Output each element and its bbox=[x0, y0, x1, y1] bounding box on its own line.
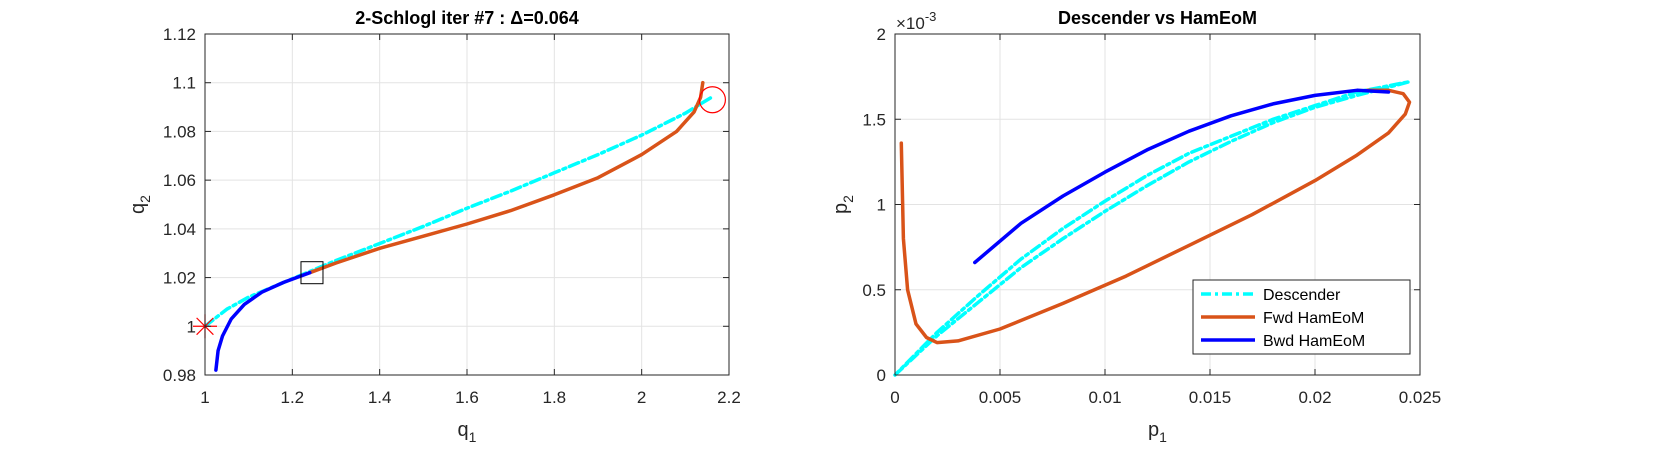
left-y-tick-label: 0.98 bbox=[163, 366, 196, 385]
legend-label: Fwd HamEoM bbox=[1263, 310, 1364, 327]
left-x-tick-label: 1 bbox=[200, 388, 209, 407]
left-series-fwd bbox=[308, 80, 705, 275]
right-series bbox=[893, 79, 1412, 377]
right-y-axis-label: p2 bbox=[830, 195, 856, 214]
right-legend: Descender Fwd HamEoM Bwd HamEoM bbox=[1192, 279, 1411, 355]
right-series-descender bbox=[893, 79, 1412, 377]
right-series-fwd bbox=[899, 88, 1412, 345]
left-x-label-sub: 1 bbox=[469, 429, 477, 445]
right-y-tick-label: 2 bbox=[877, 25, 886, 44]
left-series bbox=[203, 80, 714, 372]
right-exponent-base: ×10 bbox=[896, 14, 925, 33]
left-chart-title: 2-Schlogl iter #7 : Δ=0.064 bbox=[355, 8, 579, 28]
right-chart-title: Descender vs HamEoM bbox=[1058, 8, 1257, 28]
left-x-tick-label: 1.6 bbox=[455, 388, 479, 407]
left-y-tick-label: 1 bbox=[187, 317, 196, 336]
right-x-tick-label: 0.025 bbox=[1399, 388, 1442, 407]
left-x-tick-label: 2 bbox=[637, 388, 646, 407]
left-y-label-main: q bbox=[127, 203, 149, 214]
right-x-axis-label: p1 bbox=[1148, 419, 1167, 445]
end-circle-marker bbox=[698, 86, 727, 114]
right-x-label-main: p bbox=[1148, 419, 1159, 441]
left-y-tick-label: 1.12 bbox=[163, 25, 196, 44]
left-y-tick-label: 1.08 bbox=[163, 122, 196, 141]
left-y-tick-label: 1.06 bbox=[163, 171, 196, 190]
right-x-tick-label: 0.01 bbox=[1088, 388, 1121, 407]
left-y-label-sub: 2 bbox=[137, 195, 153, 203]
left-y-axis-label: q2 bbox=[127, 195, 153, 214]
right-y-tick-label: 1.5 bbox=[862, 110, 886, 129]
left-x-tick-label: 1.4 bbox=[368, 388, 392, 407]
right-y-exponent: ×10-3 bbox=[896, 9, 936, 33]
right-x-tick-label: 0.015 bbox=[1189, 388, 1232, 407]
right-x-tick-label: 0.005 bbox=[979, 388, 1022, 407]
left-series-bwd bbox=[214, 270, 312, 372]
left-x-tick-label: 1.2 bbox=[281, 388, 305, 407]
left-x-tick-label: 2.2 bbox=[717, 388, 741, 407]
right-y-label-sub: 2 bbox=[840, 195, 856, 203]
right-series-bwd bbox=[973, 88, 1391, 265]
right-x-tick-label: 0.02 bbox=[1298, 388, 1331, 407]
right-y-tick-label: 0.5 bbox=[862, 281, 886, 300]
right-x-tick-label: 0 bbox=[890, 388, 899, 407]
left-y-tick-label: 1.02 bbox=[163, 269, 196, 288]
left-x-axis-label: q1 bbox=[458, 419, 477, 445]
right-exponent-power: -3 bbox=[925, 9, 937, 24]
left-ticks: 1 1.2 1.4 1.6 1.8 2 2.20.9811.021.041.061.081.… bbox=[163, 25, 741, 407]
left-y-tick-label: 1.04 bbox=[163, 220, 196, 239]
right-y-label-main: p bbox=[830, 203, 852, 214]
left-series-descender bbox=[203, 95, 714, 329]
left-x-tick-label: 1.8 bbox=[543, 388, 567, 407]
legend-label: Descender bbox=[1263, 287, 1341, 304]
right-x-label-sub: 1 bbox=[1159, 429, 1167, 445]
chart-left: 1 1.2 1.4 1.6 1.8 2 2.20.9811.021.041.061.081.… bbox=[127, 8, 741, 445]
right-y-tick-label: 1 bbox=[877, 196, 886, 215]
square-marker bbox=[300, 261, 324, 285]
right-ticks: 0 0.005 0.01 0.015 0.02 0.025 0 0.5 1 1.5 2 bbox=[862, 25, 1441, 407]
right-y-tick-label: 0 bbox=[877, 366, 886, 385]
legend-label: Bwd HamEoM bbox=[1263, 333, 1365, 350]
left-x-label-main: q bbox=[458, 419, 469, 441]
left-y-tick-label: 1.1 bbox=[172, 74, 196, 93]
